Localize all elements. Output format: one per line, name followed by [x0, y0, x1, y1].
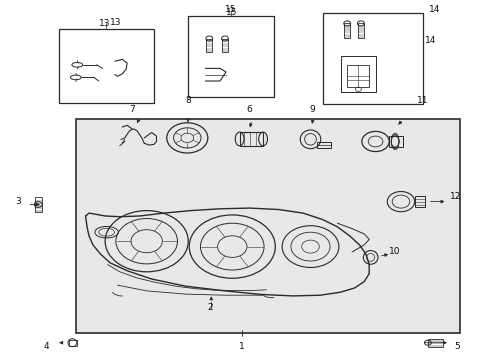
Bar: [427, 339, 442, 347]
Bar: [239, 132, 263, 146]
Text: 8: 8: [185, 96, 191, 105]
Bar: [357, 23, 363, 38]
Text: 9: 9: [308, 105, 314, 114]
Text: 14: 14: [424, 36, 435, 45]
Text: 3: 3: [16, 197, 21, 206]
Text: 10: 10: [388, 248, 400, 256]
Bar: [222, 39, 227, 52]
Bar: [414, 196, 425, 207]
Bar: [76, 119, 459, 333]
Bar: [35, 197, 42, 212]
Text: 7: 7: [129, 105, 135, 114]
Bar: [188, 16, 273, 97]
Text: 13: 13: [110, 18, 122, 27]
Text: 6: 6: [246, 105, 252, 114]
Text: 14: 14: [427, 4, 439, 13]
Bar: [322, 13, 422, 104]
Bar: [59, 29, 154, 103]
Text: 2: 2: [207, 303, 213, 312]
Text: 15: 15: [225, 8, 237, 17]
Bar: [388, 136, 402, 147]
Bar: [206, 39, 212, 52]
Text: 5: 5: [453, 342, 459, 351]
Bar: [317, 142, 330, 148]
Text: 4: 4: [43, 342, 49, 351]
Bar: [341, 56, 375, 92]
Bar: [346, 65, 368, 87]
Text: 13: 13: [99, 19, 111, 28]
Text: 12: 12: [449, 192, 461, 201]
Bar: [69, 340, 77, 346]
Text: 15: 15: [225, 5, 236, 14]
Text: 1: 1: [239, 342, 244, 351]
Text: 11: 11: [416, 96, 428, 105]
Bar: [344, 23, 349, 38]
